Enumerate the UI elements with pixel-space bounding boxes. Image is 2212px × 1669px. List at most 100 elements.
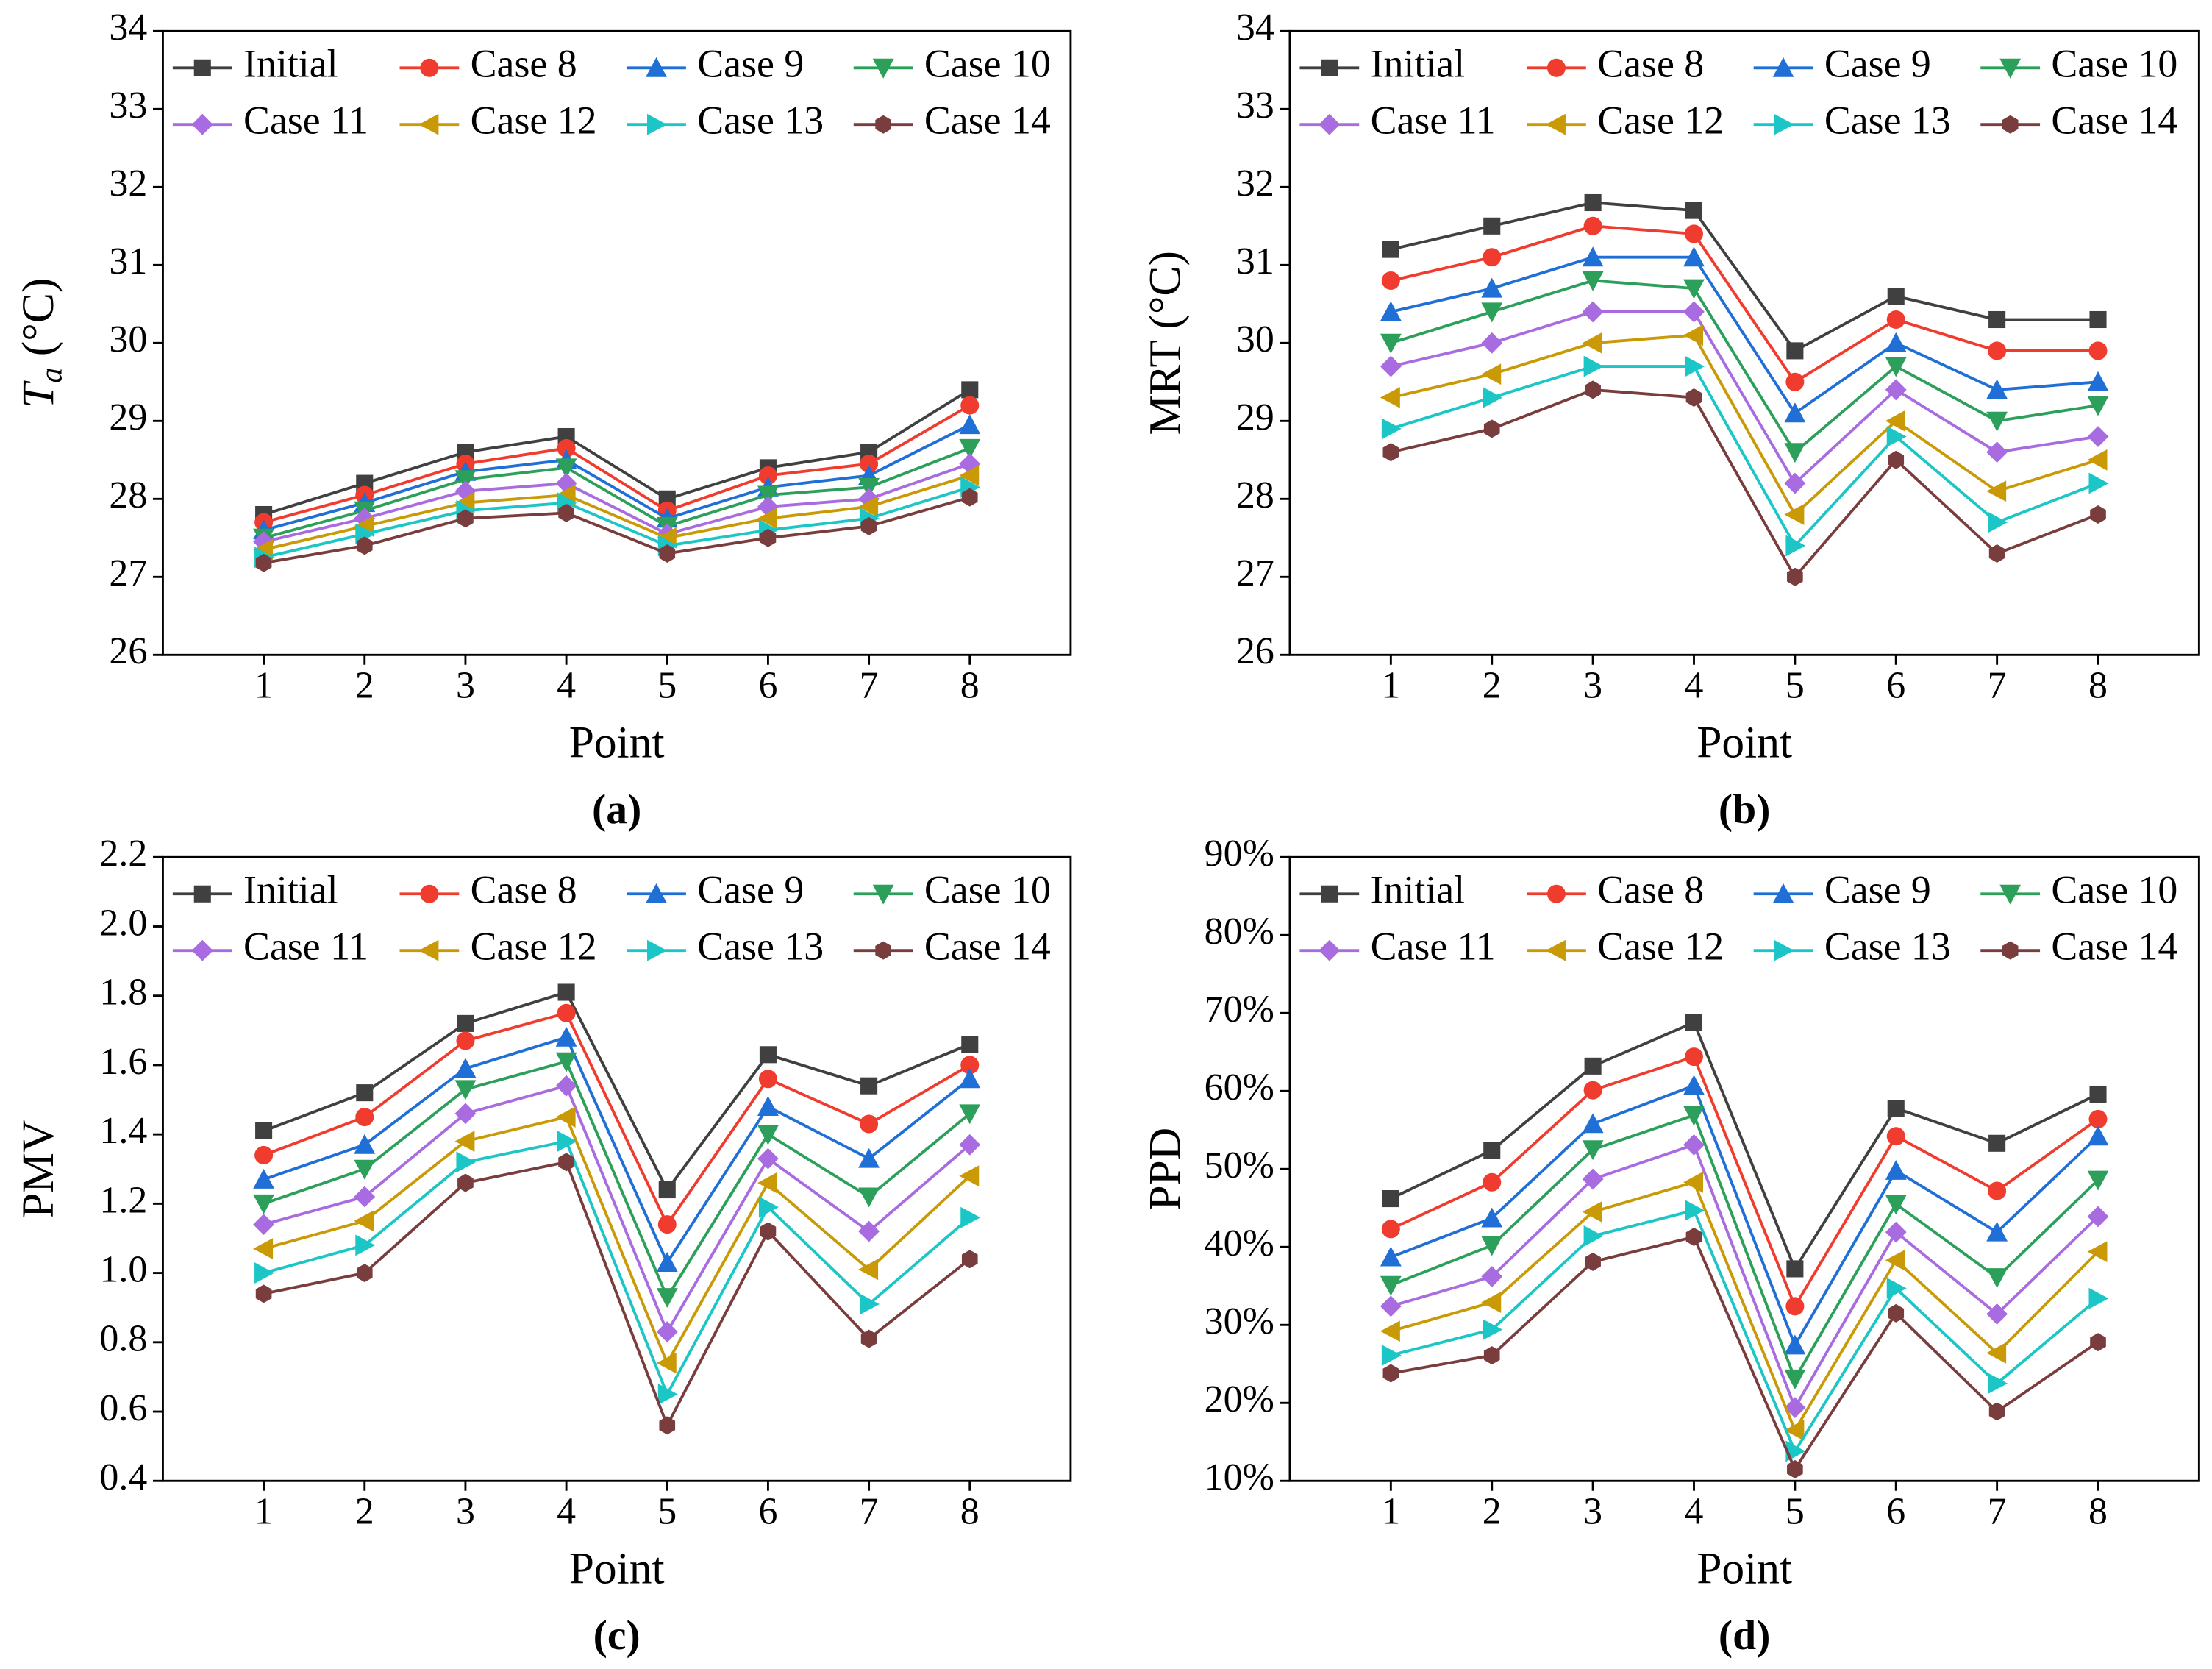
x-axis-label: Point (569, 1543, 665, 1593)
y-tick-label: 29 (1236, 396, 1274, 438)
x-tick-label: 8 (960, 1490, 980, 1532)
marker (253, 1194, 275, 1214)
marker (1888, 1303, 1905, 1323)
x-axis-label: Point (1697, 1543, 1792, 1593)
plot-frame (161, 855, 1072, 1482)
marker (1380, 1275, 1402, 1296)
y-tick-label: 1.6 (99, 1041, 147, 1083)
marker (1885, 410, 1905, 432)
y-tick-label: 40% (1205, 1223, 1274, 1264)
marker (757, 1172, 777, 1194)
marker (1683, 1075, 1705, 1095)
marker (1785, 1297, 1805, 1316)
marker (1988, 1402, 2005, 1421)
marker (860, 1293, 880, 1315)
legend-marker (2002, 941, 2019, 960)
x-tick-label: 4 (557, 1490, 576, 1532)
marker (1683, 1134, 1705, 1156)
marker (1582, 1201, 1602, 1223)
marker (860, 455, 879, 474)
legend-marker (191, 113, 213, 135)
x-tick-label: 8 (2088, 1490, 2108, 1532)
x-tick-label: 6 (758, 1490, 777, 1532)
legend-label: Initial (243, 42, 338, 86)
marker (657, 1384, 678, 1405)
marker (1683, 301, 1705, 323)
marker (2087, 1241, 2108, 1263)
marker (2087, 396, 2109, 416)
legend-label: Initial (243, 868, 338, 912)
marker (1784, 1419, 1805, 1441)
marker (456, 1031, 475, 1050)
marker (1887, 288, 1905, 305)
marker (757, 508, 777, 530)
x-tick-label: 1 (254, 664, 274, 706)
legend-marker (875, 115, 891, 134)
x-tick-label: 2 (1483, 1490, 1502, 1532)
marker (1986, 1221, 2008, 1242)
marker (454, 1103, 477, 1125)
marker (1483, 1319, 1503, 1341)
y-label-unit: (°C) (13, 278, 63, 368)
legend-label: Initial (1371, 42, 1466, 86)
marker (1784, 402, 1806, 423)
marker (1483, 387, 1503, 408)
marker (959, 1134, 981, 1156)
caption: (d) (1719, 1612, 1770, 1659)
legend-label: Case 10 (2051, 42, 2177, 86)
marker (959, 1165, 980, 1187)
marker (1784, 504, 1805, 525)
marker (858, 496, 879, 518)
legend-label: Case 13 (1824, 925, 1951, 969)
marker (961, 1036, 979, 1053)
marker (1683, 1171, 1703, 1193)
series-line (263, 1115, 971, 1367)
marker (961, 1250, 978, 1269)
marker (2090, 1333, 2106, 1352)
x-tick-label: 6 (758, 664, 777, 706)
marker (659, 1416, 676, 1435)
marker (1988, 1373, 2008, 1395)
marker (1483, 1346, 1500, 1365)
marker (656, 1288, 678, 1308)
marker (1380, 1320, 1400, 1342)
marker (656, 1352, 677, 1374)
y-axis-label: PMV (13, 1120, 63, 1218)
series-line (263, 423, 971, 532)
legend-label: Case 9 (1824, 868, 1931, 912)
y-tick-label: 0.8 (99, 1318, 147, 1360)
series-line (1390, 255, 2099, 416)
legend-marker (1546, 113, 1566, 135)
series-line (1390, 1209, 2099, 1455)
marker (1481, 277, 1503, 298)
legend-label: Case 9 (697, 42, 804, 86)
marker (1885, 379, 1907, 401)
series-line (263, 496, 971, 565)
marker (1585, 1252, 1601, 1271)
legend-label: Case 12 (1597, 99, 1724, 143)
series-line (263, 474, 971, 552)
marker (858, 1187, 880, 1208)
legend-marker (418, 939, 439, 961)
marker (1885, 357, 1907, 377)
y-tick-label: 90% (1205, 833, 1274, 875)
x-tick-label: 2 (1483, 664, 1502, 706)
marker (1583, 216, 1602, 235)
marker (1986, 411, 2008, 432)
marker (1784, 1397, 1806, 1419)
marker (557, 1003, 576, 1022)
marker (1382, 1364, 1399, 1383)
marker (960, 1056, 980, 1075)
marker (1481, 332, 1503, 354)
legend-marker (875, 941, 891, 960)
marker (961, 488, 978, 507)
legend-label: Case 14 (924, 99, 1051, 143)
marker (557, 983, 575, 1001)
marker (1381, 418, 1402, 440)
marker (1986, 480, 2007, 502)
y-tick-label: 20% (1205, 1378, 1274, 1420)
marker (2089, 1085, 2107, 1103)
legend-marker (193, 59, 211, 76)
series-line (263, 990, 971, 1193)
